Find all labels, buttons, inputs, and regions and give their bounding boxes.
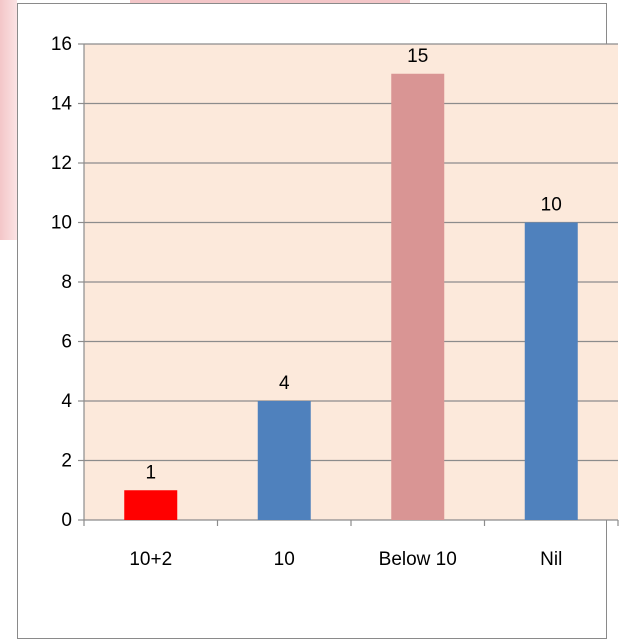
data-label: 10 [541, 195, 562, 216]
data-label: 15 [407, 46, 428, 67]
page-decoration-left-edge [0, 0, 17, 240]
bars [124, 73, 578, 520]
y-tick-label: 10 [51, 213, 72, 234]
y-tick-label: 2 [61, 451, 72, 472]
x-category-label: 10 [274, 549, 295, 570]
x-category-label: 10+2 [129, 549, 172, 570]
data-label: 4 [279, 373, 290, 394]
x-category-label: Below 10 [379, 549, 457, 570]
y-tick-label: 14 [51, 94, 73, 115]
bar [257, 401, 311, 520]
bar [524, 222, 578, 520]
labels: 0 2 4 6 8 10 12 14 16 1 10+2 4 10 15 Below 10 10 Nil [51, 34, 562, 570]
y-tick-label: 0 [61, 510, 72, 531]
bar [391, 73, 445, 520]
y-tick-label: 12 [51, 153, 72, 174]
bar [124, 490, 178, 520]
y-tick-label: 6 [61, 332, 72, 353]
x-category-label: Nil [540, 549, 562, 570]
page-decoration-top-edge [130, 0, 410, 3]
y-tick-label: 8 [61, 272, 72, 293]
y-tick-label: 4 [61, 391, 72, 412]
y-tick-label: 16 [51, 34, 72, 55]
data-label: 1 [145, 462, 156, 483]
